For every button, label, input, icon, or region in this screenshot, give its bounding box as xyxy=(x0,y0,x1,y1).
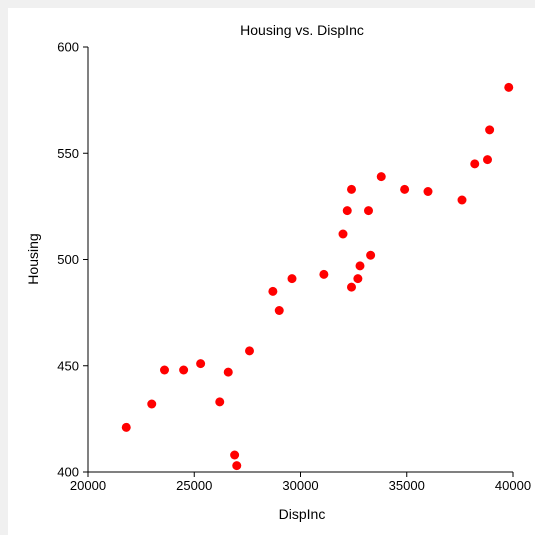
data-point xyxy=(457,195,467,205)
data-point xyxy=(230,450,240,460)
data-point xyxy=(274,306,284,315)
data-point xyxy=(179,365,189,375)
data-point xyxy=(319,269,329,279)
data-point xyxy=(342,206,352,216)
data-point xyxy=(504,82,514,92)
x-tick-label: 30000 xyxy=(282,478,318,493)
y-tick-label: 450 xyxy=(57,358,79,373)
y-tick-label: 600 xyxy=(57,40,79,55)
data-point xyxy=(268,286,278,296)
x-tick-label: 25000 xyxy=(176,478,212,493)
data-point xyxy=(400,184,410,194)
scatter-chart: Housing vs. DispInc 20000 25000 30000 35000… xyxy=(25,22,531,522)
data-point xyxy=(355,261,365,271)
chart-title: Housing vs. DispInc xyxy=(240,22,364,38)
data-point xyxy=(147,399,157,409)
x-tick-label: 35000 xyxy=(389,478,425,493)
axis-ticks: 20000 25000 30000 35000 40000 400 450 500 550 600 xyxy=(57,40,531,494)
data-point xyxy=(376,172,386,182)
data-point xyxy=(366,250,376,260)
y-tick-label: 500 xyxy=(57,252,79,267)
data-point xyxy=(287,274,297,284)
data-point xyxy=(347,282,356,292)
data-point xyxy=(121,422,131,432)
x-tick-label: 40000 xyxy=(495,478,531,493)
data-point xyxy=(160,365,169,375)
data-points xyxy=(121,82,514,471)
y-tick-label: 550 xyxy=(57,146,79,161)
data-point xyxy=(470,159,480,169)
data-point xyxy=(353,274,363,284)
data-point xyxy=(232,461,242,471)
chart-frame: Housing vs. DispInc 20000 25000 30000 35000… xyxy=(8,8,535,535)
data-point xyxy=(483,155,492,165)
data-point xyxy=(245,346,254,356)
data-point xyxy=(223,367,233,377)
x-axis-title: DispInc xyxy=(279,506,326,522)
data-point xyxy=(338,229,348,239)
data-point xyxy=(423,187,433,196)
data-point xyxy=(215,397,225,407)
y-axis-title: Housing xyxy=(25,233,41,284)
data-point xyxy=(196,359,206,369)
y-tick-label: 400 xyxy=(57,465,79,480)
data-point xyxy=(347,184,356,194)
data-point xyxy=(485,125,495,135)
data-point xyxy=(364,206,373,216)
x-tick-label: 20000 xyxy=(70,478,106,493)
